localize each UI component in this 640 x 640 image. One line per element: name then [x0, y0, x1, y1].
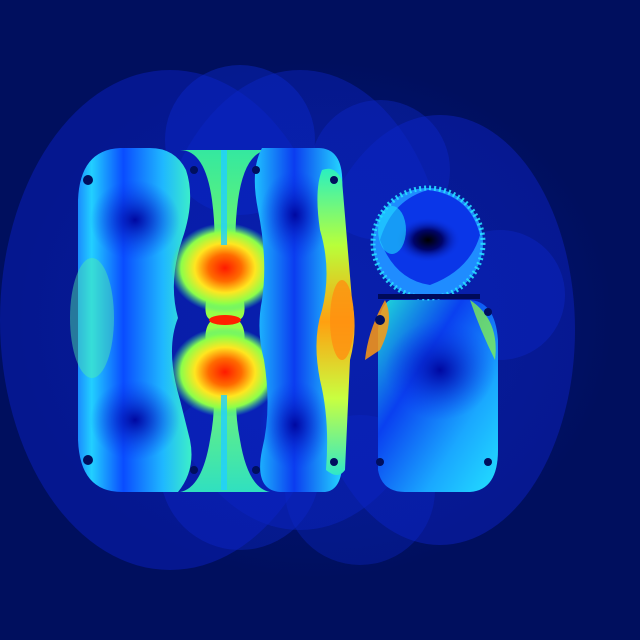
middle-lobe	[254, 148, 343, 492]
left-lobe	[70, 148, 192, 492]
center-hourglass	[170, 150, 280, 492]
vertical-strip	[316, 168, 355, 475]
right-lobe	[365, 300, 498, 492]
right-orb	[370, 185, 486, 301]
edge-notches	[83, 166, 492, 474]
